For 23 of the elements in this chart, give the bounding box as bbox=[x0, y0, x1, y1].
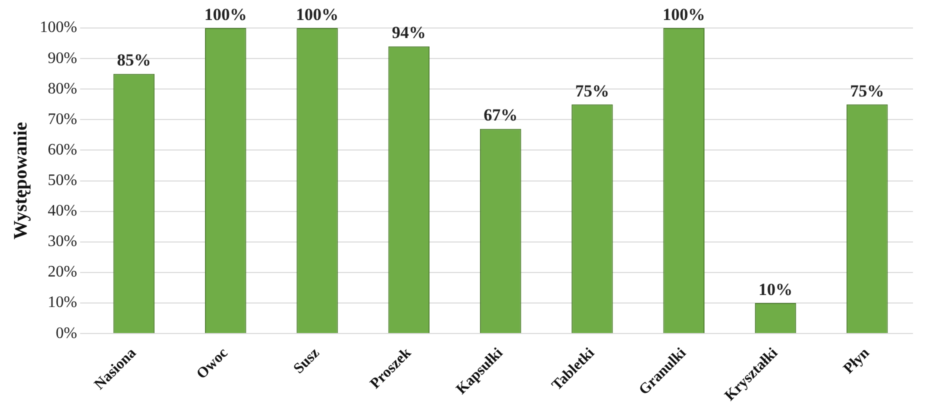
y-tick-label: 60% bbox=[48, 141, 78, 158]
data-label: 75% bbox=[850, 81, 884, 100]
y-axis-title: Występowanie bbox=[10, 122, 32, 240]
y-tick-label: 30% bbox=[48, 233, 78, 250]
data-label: 94% bbox=[392, 23, 426, 42]
y-tick-label: 0% bbox=[56, 324, 78, 342]
y-tick-label: 80% bbox=[48, 80, 78, 98]
data-label: 67% bbox=[484, 106, 518, 125]
x-tick-label: Susz bbox=[290, 344, 324, 378]
data-label: 10% bbox=[758, 280, 793, 299]
data-label: 85% bbox=[116, 50, 151, 70]
data-label: 100% bbox=[296, 4, 339, 24]
y-tick-label: 70% bbox=[48, 110, 78, 128]
y-tick-label: 90% bbox=[48, 50, 78, 67]
y-tick-label: 50% bbox=[48, 172, 78, 189]
x-tick-label: Płyn bbox=[840, 344, 874, 378]
data-label: 100% bbox=[662, 4, 706, 24]
y-tick-label: 20% bbox=[48, 264, 78, 281]
y-tick-label: 40% bbox=[48, 202, 78, 220]
y-tick-label: 10% bbox=[48, 294, 78, 312]
y-tick-label: 100% bbox=[40, 19, 78, 36]
data-label: 100% bbox=[204, 4, 247, 24]
data-label: 75% bbox=[575, 81, 610, 100]
